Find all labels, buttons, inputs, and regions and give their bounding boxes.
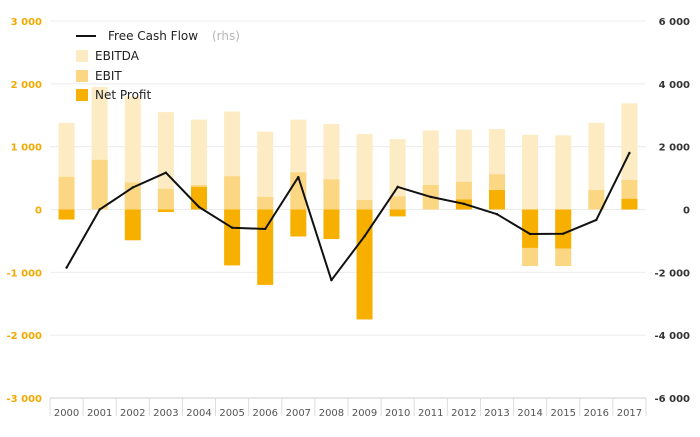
point-free-cash-flow xyxy=(197,205,201,209)
legend-label-ebitda: EBITDA xyxy=(95,49,140,63)
x-tick-label: 2003 xyxy=(153,408,178,419)
bar-net-profit xyxy=(124,209,141,241)
fcf-line-layer xyxy=(65,151,631,282)
bar-ebitda xyxy=(555,135,572,210)
point-free-cash-flow xyxy=(65,266,68,269)
x-tick-label: 2009 xyxy=(352,408,377,419)
bar-ebitda xyxy=(124,96,141,210)
x-axis: 2000 2001 2002 2003 2004 2005 2006 2007 2008 2009… xyxy=(49,397,647,419)
y-tick-label-right: -6 000 xyxy=(655,394,691,405)
x-tick-label: 2004 xyxy=(186,408,211,419)
bar-net-profit xyxy=(323,209,340,240)
y-tick-label-left: 3 000 xyxy=(11,17,42,28)
y-tick-label-right: 2 000 xyxy=(659,143,690,154)
x-tick-label: 2000 xyxy=(54,408,79,419)
point-free-cash-flow xyxy=(297,175,300,179)
bar-net-profit xyxy=(621,198,638,210)
point-free-cash-flow xyxy=(562,232,565,235)
bars xyxy=(58,86,638,320)
legend-swatch-ebitda xyxy=(76,50,88,62)
point-free-cash-flow xyxy=(595,218,598,222)
bar-ebitda xyxy=(157,112,174,210)
y-axis-right: 6 000 4 000 2 000 0 -2 000 -4 000 -6 000 xyxy=(655,17,691,405)
y-tick-label-left: 1 000 xyxy=(11,143,42,154)
x-tick-label: 2010 xyxy=(385,408,410,419)
point-free-cash-flow xyxy=(164,171,168,174)
bar-ebit xyxy=(58,176,75,210)
point-free-cash-flow xyxy=(98,208,101,211)
bar-ebitda xyxy=(257,131,274,210)
bar-ebit xyxy=(157,188,174,210)
bar-ebit xyxy=(389,196,406,210)
y-tick-label-right: 4 000 xyxy=(659,80,690,91)
y-tick-label-right: 6 000 xyxy=(659,17,690,28)
bar-ebit xyxy=(257,196,274,210)
y-tick-label-right: -2 000 xyxy=(655,268,691,279)
x-tick-label: 2011 xyxy=(418,408,443,419)
bar-ebit xyxy=(224,176,241,210)
point-free-cash-flow xyxy=(528,232,532,236)
bar-net-profit xyxy=(356,209,373,320)
x-tick-label: 2006 xyxy=(252,408,277,419)
point-free-cash-flow xyxy=(230,226,234,229)
x-tick-label: 2012 xyxy=(451,408,476,419)
bar-ebit xyxy=(323,179,340,210)
bar-net-profit xyxy=(58,209,75,220)
y-tick-label-left: 2 000 xyxy=(11,80,42,91)
point-free-cash-flow xyxy=(429,195,432,199)
y-tick-label-left: -2 000 xyxy=(7,331,43,342)
y-tick-label-left: -3 000 xyxy=(7,394,43,405)
x-tick-label: 2007 xyxy=(286,408,311,419)
bar-ebitda xyxy=(588,122,605,210)
bar-net-profit xyxy=(224,209,241,266)
legend-swatch-net-profit xyxy=(76,89,88,101)
y-axis-left: 3 000 2 000 1 000 0 -1 000 -2 000 -3 000 xyxy=(7,17,43,405)
bar-ebit xyxy=(588,190,605,210)
bar-ebit xyxy=(91,159,108,210)
point-free-cash-flow xyxy=(495,213,499,216)
y-tick-label-left: -1 000 xyxy=(7,268,43,279)
x-tick-label: 2013 xyxy=(484,408,509,419)
bar-ebitda xyxy=(356,134,373,210)
x-tick-label: 2005 xyxy=(219,408,244,419)
x-tick-label: 2015 xyxy=(550,408,575,419)
bar-net-profit xyxy=(290,209,307,237)
x-tick-label: 2001 xyxy=(87,408,112,419)
y-tick-label-right: 0 xyxy=(683,206,690,217)
point-free-cash-flow xyxy=(396,185,399,189)
bar-ebitda xyxy=(522,134,539,210)
x-tick-label: 2016 xyxy=(584,408,609,419)
point-free-cash-flow xyxy=(131,186,134,189)
bar-net-profit xyxy=(389,209,406,217)
line-free-cash-flow xyxy=(65,152,631,282)
point-free-cash-flow xyxy=(330,278,333,282)
legend-label-free-cash-flow: Free Cash Flow xyxy=(108,29,198,43)
bar-net-profit xyxy=(157,209,174,213)
y-tick-label-right: -4 000 xyxy=(655,331,691,342)
x-tick-label: 2002 xyxy=(120,408,145,419)
point-free-cash-flow xyxy=(462,202,466,206)
point-free-cash-flow xyxy=(628,151,631,155)
x-tick-label: 2008 xyxy=(319,408,344,419)
bar-net-profit xyxy=(555,209,572,249)
y-tick-label-left: 0 xyxy=(35,206,42,217)
bar-net-profit xyxy=(522,209,539,248)
legend-label-net-profit: Net Profit xyxy=(95,88,151,102)
bar-net-profit xyxy=(489,190,505,210)
legend-unit-free-cash-flow: (rhs) xyxy=(212,29,240,43)
point-free-cash-flow xyxy=(363,235,366,238)
legend-label-ebit: EBIT xyxy=(95,69,122,83)
legend-swatch-ebit xyxy=(76,70,88,82)
x-tick-label: 2014 xyxy=(517,408,542,419)
bar-ebit xyxy=(356,200,373,210)
legend: Free Cash Flow (rhs) EBITDA EBIT Net Pro… xyxy=(76,29,240,102)
x-tick-label: 2017 xyxy=(617,408,642,419)
point-free-cash-flow xyxy=(264,227,267,231)
